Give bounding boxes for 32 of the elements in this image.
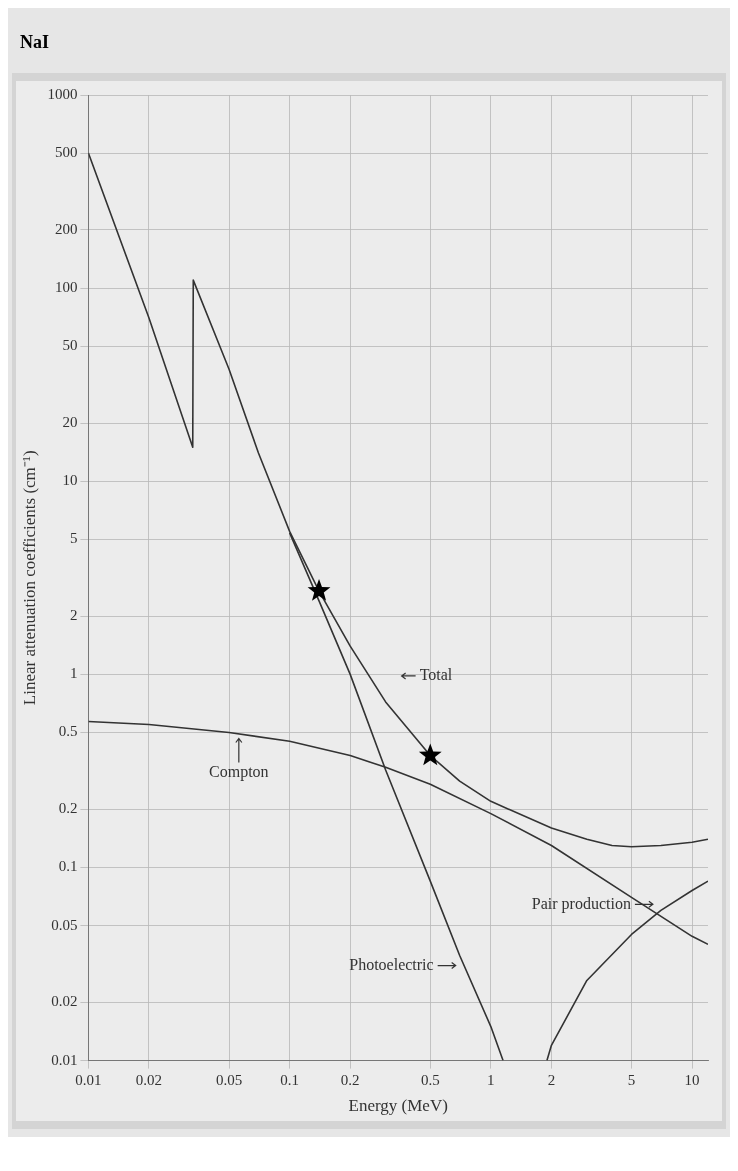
y-tick-label: 0.1 (58, 858, 78, 875)
y-tick-label: 500 (54, 144, 78, 161)
x-tick-label: 5 (627, 1071, 636, 1088)
x-tick-label: 0.5 (420, 1071, 440, 1088)
annotation: Pair production (531, 894, 631, 913)
y-tick-label: 0.02 (51, 993, 78, 1010)
y-tick-label: 100 (54, 279, 78, 296)
y-tick-label: 0.5 (58, 723, 78, 740)
y-tick-label: 0.05 (51, 916, 78, 933)
x-tick-label: 0.02 (135, 1071, 163, 1088)
annotation: Compton (209, 762, 269, 781)
x-tick-label: 10 (684, 1071, 700, 1088)
y-tick-label: 1 (69, 665, 78, 682)
x-axis-title: Energy (MeV) (348, 1096, 448, 1116)
x-tick-label: 0.2 (340, 1071, 360, 1088)
y-tick-label: 0.01 (51, 1051, 78, 1068)
y-tick-label: 200 (54, 220, 78, 237)
y-axis-title: Linear attenuation coefficients (cm⁻¹) (19, 450, 39, 706)
x-tick-label: 1 (487, 1071, 495, 1088)
y-tick-label: 5 (69, 530, 78, 547)
y-tick-label: 1000 (47, 85, 78, 102)
x-tick-label: 2 (547, 1071, 556, 1088)
y-tick-label: 20 (62, 414, 78, 431)
annotation: Photoelectric (349, 955, 434, 973)
y-tick-label: 2 (69, 607, 78, 624)
x-tick-label: 0.1 (280, 1071, 299, 1088)
y-tick-label: 0.2 (58, 800, 78, 817)
y-tick-label: 10 (62, 472, 78, 489)
y-tick-label: 50 (62, 337, 78, 354)
x-tick-label: 0.05 (215, 1071, 243, 1088)
chart-title: NaI (20, 32, 50, 53)
annotation: Total (419, 666, 453, 684)
